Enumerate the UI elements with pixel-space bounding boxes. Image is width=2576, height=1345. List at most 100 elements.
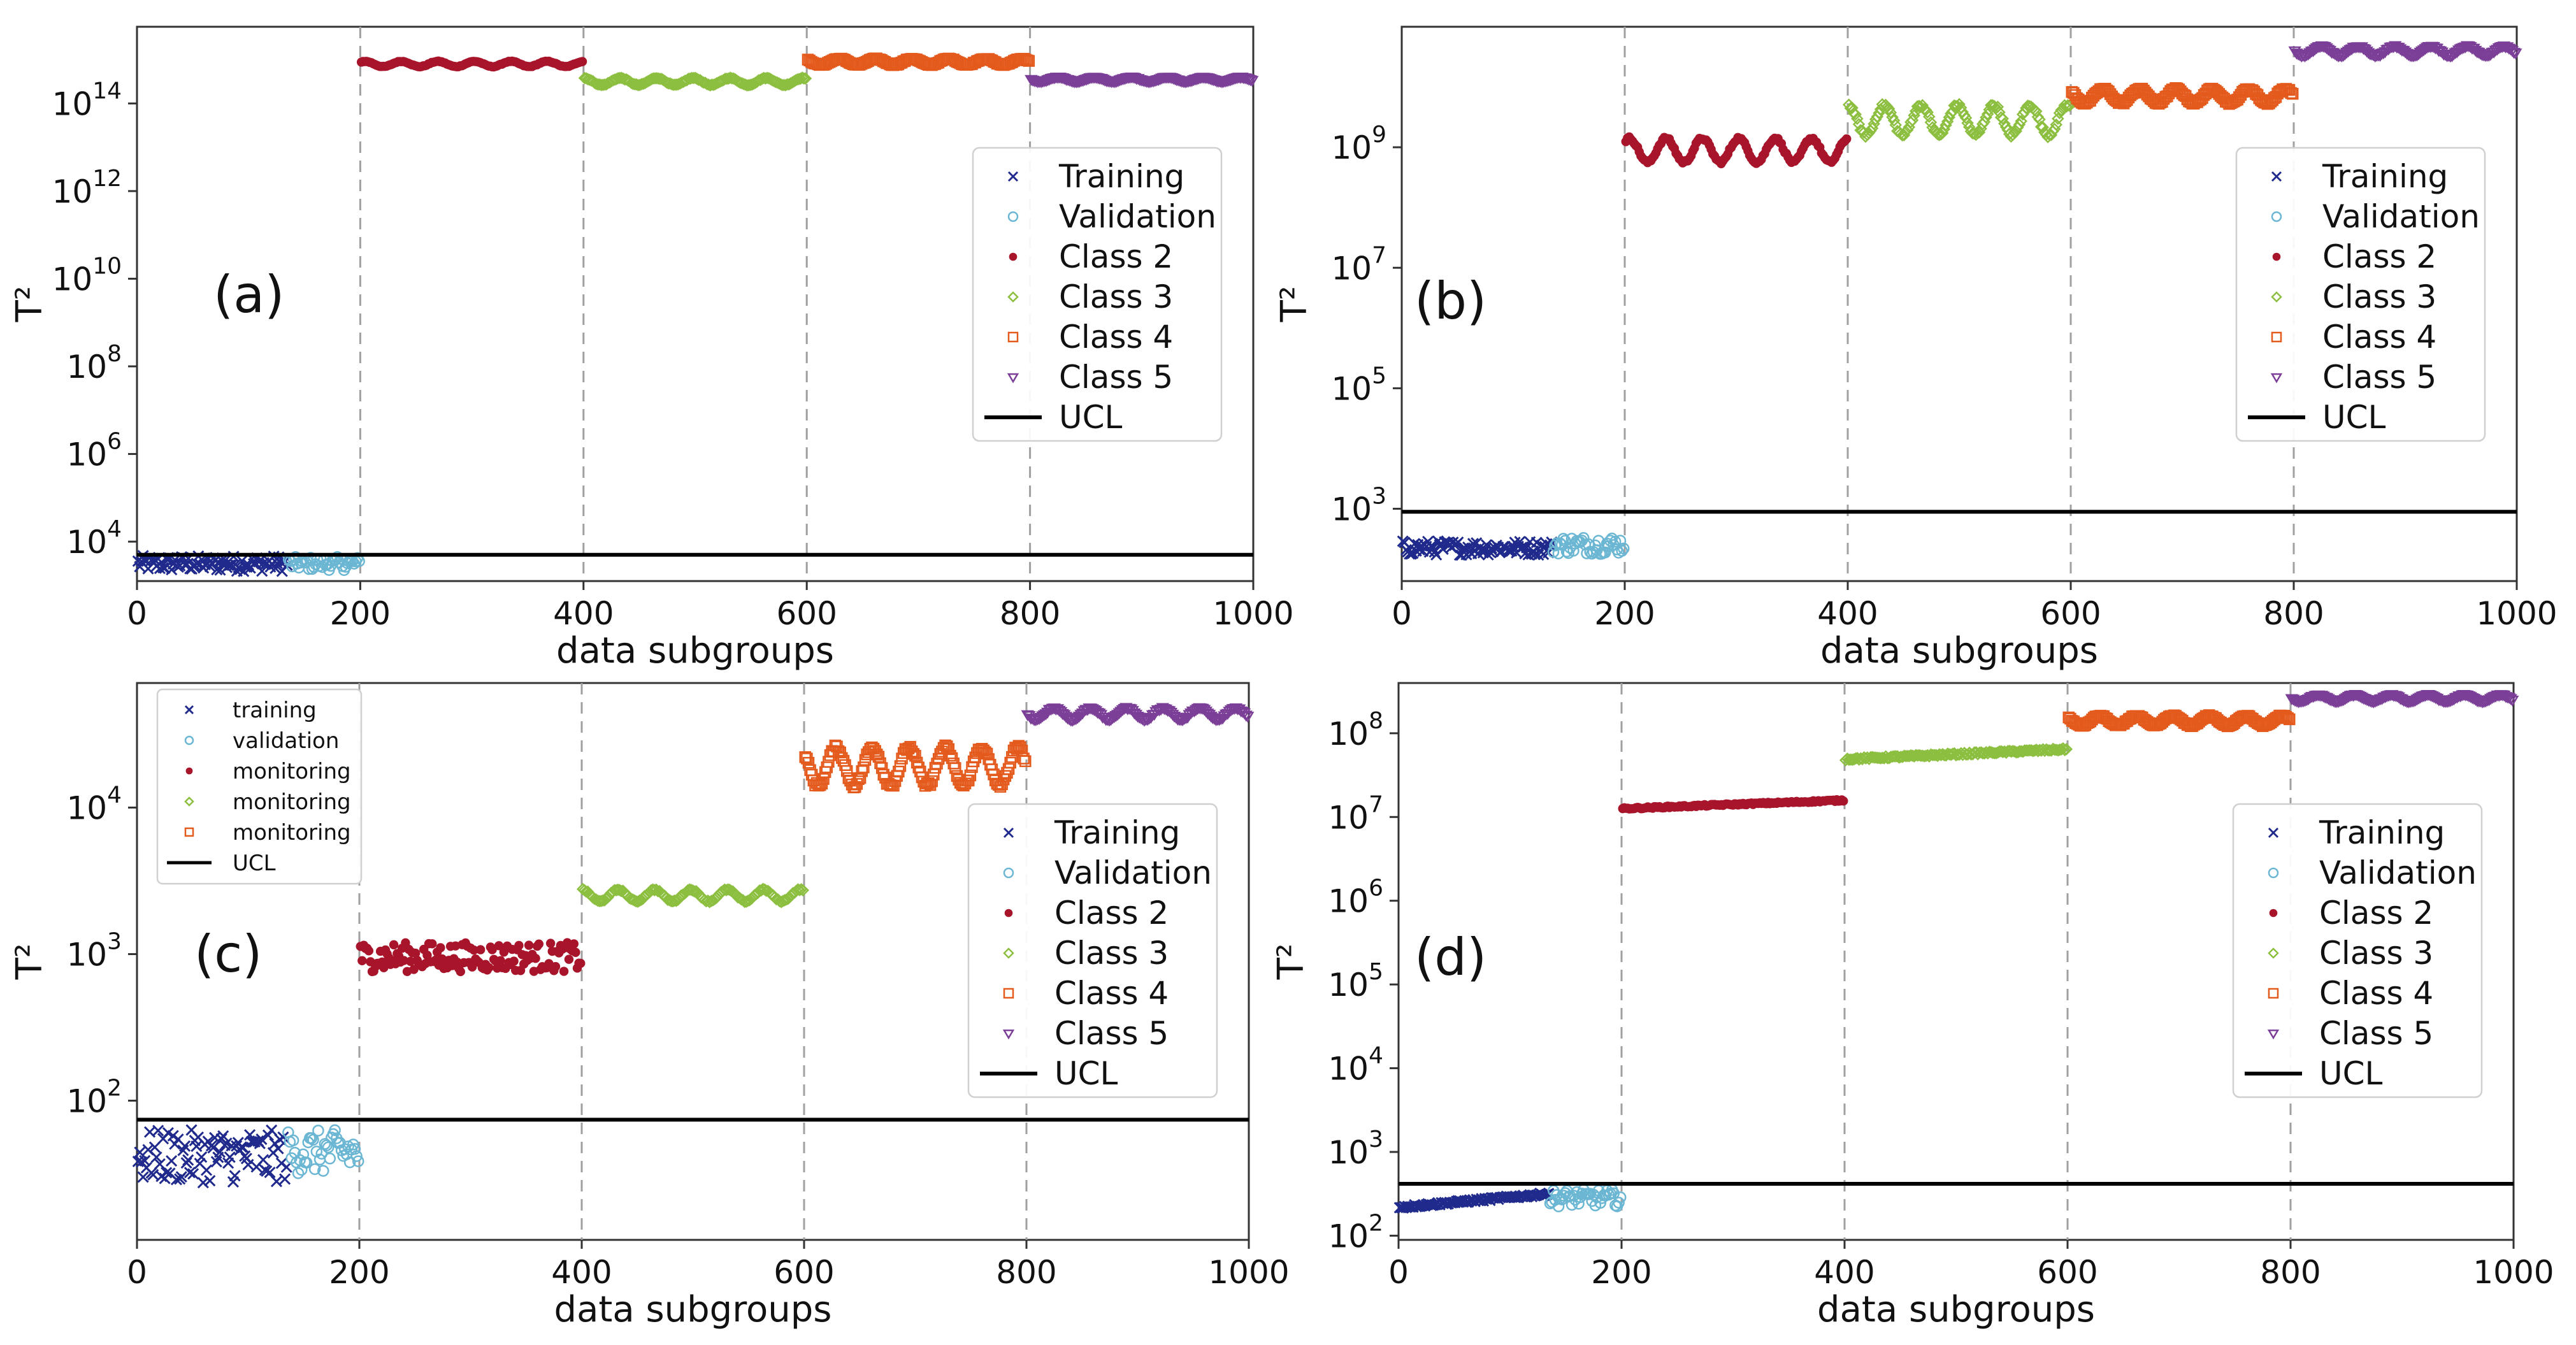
- data-point: [858, 761, 870, 773]
- legend-label: Class 5: [2319, 1015, 2433, 1052]
- x-tick-label: 800: [2260, 1254, 2321, 1291]
- data-point: [2060, 743, 2073, 756]
- legend-marker: [1003, 947, 1014, 959]
- legend-marker: [1007, 291, 1019, 303]
- data-point: [872, 751, 885, 763]
- data-point: [1018, 752, 1030, 765]
- data-point: [564, 954, 574, 964]
- data-point: [759, 884, 773, 897]
- data-point: [2509, 48, 2522, 60]
- legend-box: [2235, 147, 2486, 442]
- series-class2: [356, 56, 587, 72]
- data-point: [277, 1131, 289, 1143]
- data-point: [2506, 695, 2519, 707]
- legend-label: Class 3: [1059, 278, 1173, 315]
- data-point: [1029, 715, 1043, 726]
- data-point: [796, 884, 810, 897]
- data-point: [496, 956, 505, 965]
- legend-marker: [1003, 988, 1014, 999]
- data-point: [593, 895, 606, 908]
- series-class3: [1842, 97, 2076, 143]
- legend-marker: [2271, 291, 2282, 303]
- data-point: [1019, 755, 1032, 767]
- legend-marker: [1002, 1029, 1015, 1040]
- legend-label: Validation: [2322, 198, 2480, 235]
- data-point: [577, 57, 587, 66]
- data-point: [1961, 117, 1974, 129]
- y-axis-title: T²: [1270, 944, 1312, 981]
- data-point: [2486, 693, 2499, 704]
- legend-marker: [1003, 867, 1014, 879]
- data-point: [1991, 100, 2004, 113]
- data-point: [1246, 76, 1259, 87]
- x-tick-label: 600: [2037, 1254, 2097, 1291]
- data-point: [1061, 713, 1074, 725]
- panel-label: (a): [213, 265, 284, 324]
- series-validation: [282, 1124, 364, 1179]
- data-point: [571, 947, 580, 957]
- data-point: [300, 1156, 313, 1169]
- legend-label: Training: [2319, 814, 2445, 851]
- data-point: [1951, 748, 1964, 761]
- data-point: [139, 1154, 151, 1167]
- data-point: [1613, 1197, 1625, 1209]
- legend-label: Validation: [2319, 854, 2477, 891]
- data-point: [262, 1129, 274, 1141]
- x-tick-label: 400: [551, 1254, 612, 1291]
- data-point: [224, 1151, 236, 1163]
- plot-frame: [136, 682, 1250, 1241]
- data-point: [261, 1165, 273, 1177]
- data-point: [569, 939, 579, 949]
- inner-legend-marker: [184, 735, 194, 745]
- data-point: [926, 775, 938, 788]
- data-point: [1212, 715, 1226, 726]
- inner-legend-marker: [184, 827, 194, 837]
- legend-marker: [2267, 1029, 2280, 1040]
- data-point: [836, 752, 848, 764]
- y-axis-title: T²: [1274, 286, 1315, 323]
- data-point: [191, 1140, 203, 1153]
- data-point: [1897, 129, 1911, 141]
- data-point: [476, 945, 486, 954]
- legend-label: Class 5: [2322, 359, 2436, 396]
- x-tick-label: 200: [330, 595, 391, 632]
- data-point: [1560, 545, 1573, 557]
- data-point: [214, 564, 226, 576]
- y-axis-title: T²: [9, 286, 50, 323]
- data-point: [665, 895, 678, 908]
- data-point: [2414, 693, 2428, 704]
- series-class3: [1839, 742, 2073, 766]
- series-validation: [1544, 1184, 1627, 1212]
- data-point: [2479, 696, 2493, 708]
- data-point: [1572, 1197, 1585, 1210]
- x-tick-label: 1000: [2473, 1254, 2554, 1291]
- inner-legend-label: UCL: [233, 851, 276, 876]
- data-point: [166, 1155, 178, 1167]
- data-point: [175, 1170, 187, 1183]
- legend-label: Class 3: [2322, 278, 2436, 315]
- data-point: [853, 773, 865, 786]
- data-point: [949, 762, 961, 774]
- legend-box: [967, 803, 1218, 1098]
- data-point: [545, 939, 556, 948]
- data-point: [1842, 134, 1852, 144]
- y-tick-label: 1010: [52, 253, 122, 298]
- y-tick-label: 109: [1331, 122, 1386, 166]
- data-point: [257, 1154, 270, 1166]
- series-class5: [2285, 689, 2519, 708]
- series-class5: [1021, 703, 1255, 727]
- data-point: [2015, 115, 2027, 127]
- legend-label: UCL: [1054, 1055, 1118, 1092]
- data-point: [266, 1124, 278, 1136]
- panel-label: (b): [1414, 271, 1486, 331]
- data-point: [319, 1138, 331, 1150]
- data-point: [942, 743, 955, 756]
- legend-marker: [1007, 373, 1019, 384]
- data-point: [169, 1138, 181, 1150]
- x-tick-label: 0: [1388, 1254, 1409, 1291]
- data-point: [559, 967, 569, 976]
- x-axis-title: data subgroups: [1817, 1289, 2095, 1330]
- series-class4: [799, 739, 1032, 794]
- data-point: [324, 1153, 336, 1165]
